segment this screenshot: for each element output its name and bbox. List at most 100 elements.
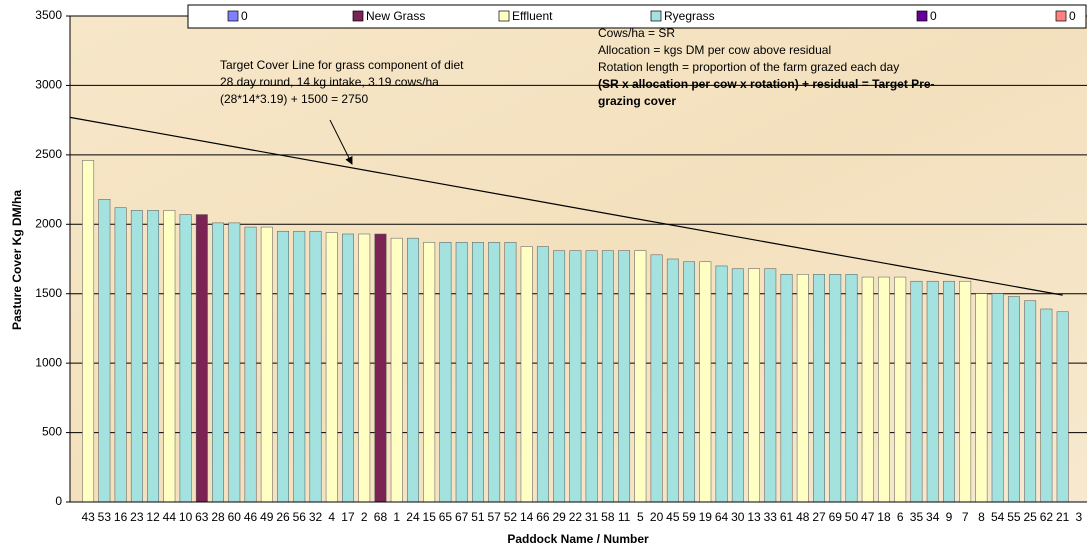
x-tick-label: 33 [764, 510, 778, 524]
bar [228, 222, 241, 503]
legend-label: 0 [1069, 9, 1076, 23]
x-tick-label: 46 [244, 510, 258, 524]
x-tick-label: 49 [260, 510, 274, 524]
x-tick-label: 56 [293, 510, 307, 524]
x-tick-label: 20 [650, 510, 664, 524]
arrow [329, 119, 353, 165]
x-tick-label: 60 [228, 510, 242, 524]
bar [342, 233, 354, 503]
x-tick-label: 23 [130, 510, 144, 524]
bar [699, 261, 712, 503]
x-tick-label: 18 [877, 510, 891, 524]
x-tick-label: 17 [341, 510, 355, 524]
bar [1040, 308, 1053, 503]
bar [358, 233, 371, 503]
bar [618, 250, 631, 503]
y-tick-label: 2500 [35, 147, 62, 161]
bar [861, 276, 874, 503]
x-tick-label: 64 [715, 510, 729, 524]
x-tick-label: 69 [829, 510, 843, 524]
annotation: Cows/ha = SR [598, 26, 675, 40]
x-tick-label: 14 [520, 510, 534, 524]
legend-swatch [498, 10, 510, 22]
bar [293, 230, 306, 503]
bar [179, 214, 192, 503]
bar [98, 199, 111, 503]
legend-swatch [916, 10, 928, 22]
bar [520, 246, 533, 503]
bar [407, 237, 419, 503]
x-tick-label: 45 [666, 510, 680, 524]
x-tick-label: 59 [682, 510, 696, 524]
x-axis-title: Paddock Name / Number [507, 532, 649, 546]
x-tick-label: 7 [962, 510, 969, 524]
bar [780, 274, 793, 503]
bar [585, 250, 598, 503]
bar [666, 258, 679, 503]
bar [894, 276, 907, 503]
bar [277, 230, 289, 503]
bar [991, 293, 1004, 503]
x-tick-label: 65 [439, 510, 453, 524]
bar [959, 280, 972, 503]
annotation: (28*14*3.19) + 1500 = 2750 [220, 92, 368, 106]
bar [845, 274, 858, 503]
legend-label: 0 [241, 9, 248, 23]
bar [910, 280, 923, 503]
y-tick-label: 500 [42, 425, 62, 439]
x-tick-label: 9 [946, 510, 953, 524]
y-tick-label: 3000 [35, 78, 62, 92]
legend [187, 4, 1087, 29]
bar [601, 250, 614, 503]
bar [130, 210, 143, 503]
x-tick-label: 68 [374, 510, 388, 524]
bar [796, 274, 809, 503]
x-tick-label: 67 [455, 510, 469, 524]
bar [147, 210, 160, 503]
y-tick-label: 1000 [35, 355, 62, 369]
bar [163, 210, 176, 503]
x-tick-label: 24 [406, 510, 420, 524]
x-tick-label: 63 [195, 510, 209, 524]
x-tick-label: 11 [618, 510, 631, 524]
x-tick-label: 48 [796, 510, 810, 524]
legend-label: New Grass [366, 9, 425, 23]
x-tick-label: 55 [1007, 510, 1021, 524]
bar [309, 230, 322, 503]
x-tick-label: 13 [747, 510, 761, 524]
x-tick-label: 2 [361, 510, 368, 524]
bar [244, 226, 257, 503]
annotation: Rotation length = proportion of the farm… [598, 60, 899, 74]
bar [731, 268, 744, 503]
bar [650, 254, 663, 503]
x-tick-label: 25 [1023, 510, 1037, 524]
x-tick-label: 4 [328, 510, 335, 524]
bar [439, 242, 452, 503]
y-tick-label: 1500 [35, 286, 62, 300]
bar [829, 274, 842, 503]
bar [390, 237, 403, 503]
x-tick-label: 16 [114, 510, 128, 524]
annotation: Allocation = kgs DM per cow above residu… [598, 43, 831, 57]
bar [634, 250, 647, 503]
x-tick-label: 21 [1056, 510, 1070, 524]
x-tick-label: 57 [487, 510, 501, 524]
legend-label: 0 [930, 9, 937, 23]
bar [423, 242, 436, 503]
x-tick-label: 34 [926, 510, 940, 524]
bar [553, 250, 566, 503]
x-tick-label: 22 [569, 510, 583, 524]
bar [325, 232, 338, 503]
bar [82, 160, 95, 503]
x-tick-label: 61 [780, 510, 794, 524]
x-tick-label: 30 [731, 510, 745, 524]
x-tick-label: 51 [471, 510, 485, 524]
annotation: (SR x allocation per cow x rotation) + r… [598, 77, 935, 91]
x-tick-label: 58 [601, 510, 615, 524]
bar [975, 293, 988, 503]
bar [114, 207, 127, 503]
x-tick-label: 5 [637, 510, 644, 524]
bar [878, 276, 890, 503]
bar [536, 246, 549, 503]
